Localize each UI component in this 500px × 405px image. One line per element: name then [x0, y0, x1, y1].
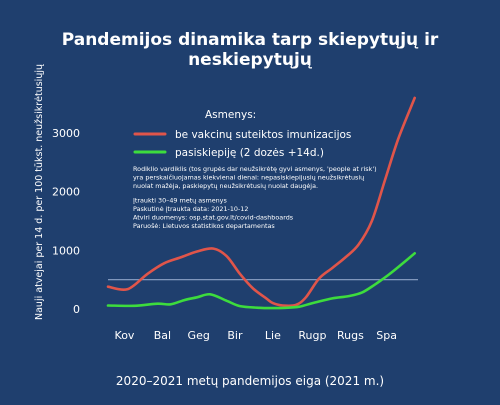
y-tick-label: 1000 [52, 244, 80, 257]
x-tick-label: Rugp [298, 329, 326, 342]
x-tick-label: Spa [376, 329, 397, 342]
y-axis-label: Nauji atvejai per 14 d. per 100 tūkst. n… [34, 64, 45, 320]
legend-item-label: be vakcinų suteiktos imunizacijos [175, 129, 351, 141]
series-line-unvaccinated [106, 96, 416, 308]
series-line-vaccinated [106, 252, 416, 310]
legend-item-label: pasiskiepiję (2 dozės +14d.) [175, 147, 324, 159]
annotation-note-line: Paskutinė įtraukta data: 2021-10-12 [133, 205, 248, 213]
chart-title: Pandemijos dinamika tarp skiepytųjų ir n… [61, 30, 439, 70]
x-tick-label: Geg [188, 329, 210, 342]
x-tick-label: Bal [154, 329, 171, 342]
y-tick-label: 3000 [52, 127, 80, 140]
annotation-note-line: Paruošė: Lietuvos statistikos departamen… [133, 222, 275, 230]
annotation-note-line: yra perskaičiuojamas kiekvienai dienai: … [133, 174, 364, 182]
x-tick-label: Bir [227, 329, 243, 342]
annotation-note-line: Rodiklio vardiklis (tos grupės dar neužs… [133, 165, 377, 173]
x-axis-label: 2020–2021 metų pandemijos eiga (2021 m.) [115, 374, 385, 388]
x-tick-label: Rugs [337, 329, 364, 342]
annotation-note-line: Įtraukti 30–49 metų asmenys [133, 197, 227, 205]
y-tick-label: 2000 [52, 186, 80, 199]
x-tick-label: Lie [265, 329, 281, 342]
annotation-note-line: nuolat mažėja, paskiepytų neužsikrėtusių… [133, 182, 318, 190]
x-tick-label: Kov [115, 329, 135, 342]
y-tick-label: 0 [73, 303, 80, 316]
legend-title: Asmenys: [205, 109, 256, 121]
annotation-note-line: Atviri duomenys: osp.stat.gov.lt/covid-d… [133, 214, 294, 222]
